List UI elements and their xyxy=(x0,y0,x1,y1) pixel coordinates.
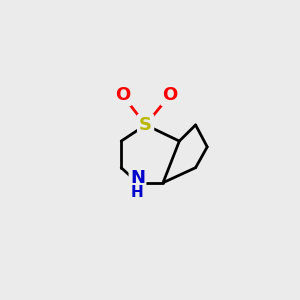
Text: S: S xyxy=(139,116,152,134)
Text: O: O xyxy=(115,86,130,104)
Text: H: H xyxy=(131,185,144,200)
Text: O: O xyxy=(162,86,178,104)
Text: N: N xyxy=(130,169,145,187)
